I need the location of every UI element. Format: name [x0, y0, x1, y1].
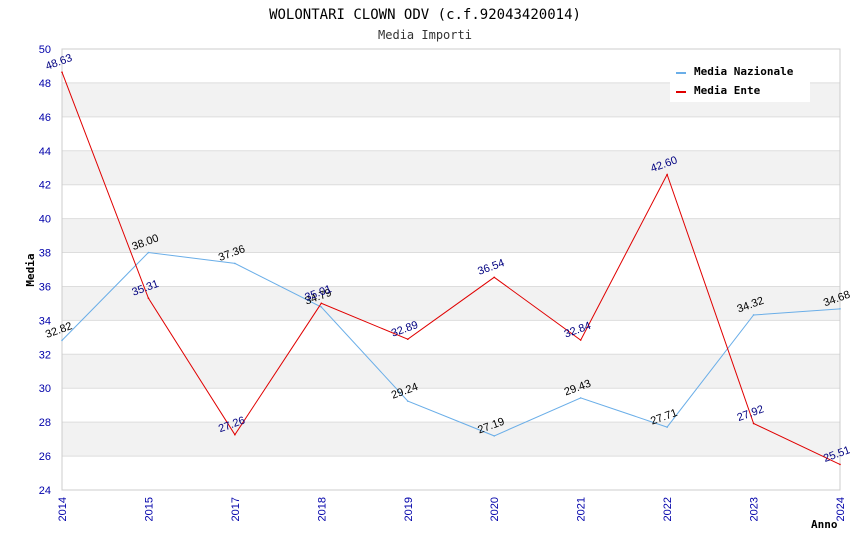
data-point	[234, 262, 236, 265]
y-tick-label: 26	[39, 451, 51, 463]
y-tick-label: 40	[39, 214, 51, 226]
data-point	[147, 297, 150, 299]
y-tick-label: 32	[39, 349, 51, 361]
data-point	[839, 308, 841, 310]
y-axis-ticks: 24 26 28 30 32 34 36 38 40 42 44 46 48 50	[39, 44, 51, 497]
data-point	[752, 314, 755, 316]
data-point	[147, 251, 150, 254]
legend: Media Nazionale Media Ente	[670, 60, 810, 102]
x-tick-label: 2020	[489, 497, 501, 521]
y-tick-label: 34	[39, 315, 51, 327]
grid-band	[62, 422, 840, 457]
data-point	[666, 173, 668, 176]
y-tick-label: 48	[39, 78, 51, 90]
x-tick-label: 2019	[403, 497, 415, 521]
x-tick-label: 2021	[576, 497, 588, 521]
y-tick-label: 44	[39, 146, 51, 158]
chart-title: WOLONTARI CLOWN ODV (c.f.92043420014)	[269, 7, 581, 23]
y-tick-label: 38	[39, 248, 51, 260]
x-tick-label: 2017	[230, 497, 242, 521]
data-point	[406, 338, 409, 341]
data-point	[666, 426, 668, 428]
grid-band	[62, 354, 840, 389]
series-line-0	[61, 251, 841, 437]
data-point	[406, 400, 409, 402]
series-lines	[61, 71, 841, 466]
y-tick-label: 28	[39, 417, 51, 429]
y-tick-label: 50	[39, 44, 51, 56]
data-point	[61, 339, 63, 342]
plot-frame	[61, 48, 841, 491]
data-point	[752, 422, 755, 425]
x-tick-label: 2022	[662, 497, 674, 521]
x-tick-label: 2015	[143, 497, 155, 521]
x-tick-label: 2024	[835, 497, 847, 521]
grid-bands	[62, 82, 840, 457]
data-point	[579, 397, 582, 399]
data-point	[320, 306, 323, 308]
x-tick-label: 2018	[316, 497, 328, 521]
data-point	[839, 463, 841, 466]
x-axis-ticks: 2014 2015 2017 2018 2019 2020 2021 2022 2023 2024	[57, 497, 847, 521]
y-tick-label: 46	[39, 112, 51, 124]
y-tick-label: 42	[39, 180, 51, 192]
grid-band	[62, 286, 840, 321]
grid-band	[62, 218, 840, 253]
grid-band	[62, 150, 840, 185]
data-point	[320, 302, 323, 305]
data-point	[579, 339, 582, 341]
legend-label-ente: Media Ente	[694, 84, 761, 97]
x-tick-label: 2023	[749, 497, 761, 521]
legend-box	[670, 60, 810, 102]
legend-label-nazionale: Media Nazionale	[694, 65, 794, 78]
data-point	[234, 433, 236, 436]
data-label: 27.92	[736, 403, 766, 424]
chart-subtitle: Media Importi	[378, 28, 472, 42]
data-point	[493, 435, 496, 437]
data-point	[61, 71, 63, 74]
x-axis-label: Anno	[811, 518, 838, 531]
y-tick-label: 30	[39, 383, 51, 395]
x-tick-label: 2014	[57, 497, 69, 521]
data-point	[493, 276, 496, 279]
data-label: 36.54	[476, 257, 506, 278]
y-tick-label: 36	[39, 281, 51, 293]
y-axis-label: Media	[24, 253, 37, 286]
data-label: 32.89	[390, 319, 420, 340]
y-tick-label: 24	[39, 485, 51, 497]
series-line-1	[61, 72, 841, 465]
